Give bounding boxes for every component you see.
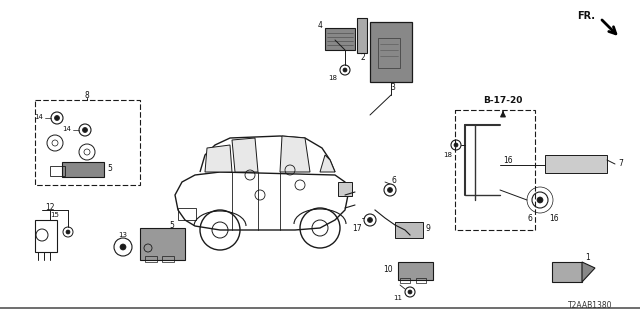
Bar — [145, 256, 157, 262]
Text: 3: 3 — [390, 83, 396, 92]
Bar — [398, 262, 433, 280]
Text: 5: 5 — [107, 164, 112, 172]
Bar — [552, 262, 582, 282]
Bar — [162, 256, 174, 262]
Polygon shape — [205, 145, 232, 172]
Bar — [416, 278, 426, 283]
Circle shape — [83, 127, 88, 132]
Text: 15: 15 — [50, 212, 59, 218]
Text: 12: 12 — [45, 203, 55, 212]
Bar — [35, 220, 57, 252]
Bar — [62, 162, 104, 177]
Text: B-17-20: B-17-20 — [483, 95, 523, 105]
Circle shape — [537, 197, 543, 203]
Polygon shape — [320, 155, 335, 172]
Text: 1: 1 — [586, 253, 590, 262]
Text: 17: 17 — [352, 223, 362, 233]
Bar — [35, 100, 140, 185]
Text: 7: 7 — [618, 158, 623, 167]
Bar — [400, 278, 410, 283]
Bar — [140, 228, 185, 260]
Text: 10: 10 — [383, 266, 393, 275]
Text: 18: 18 — [444, 152, 452, 158]
Polygon shape — [232, 138, 258, 172]
Text: 14: 14 — [34, 114, 43, 120]
Text: 14: 14 — [62, 126, 71, 132]
Circle shape — [66, 230, 70, 234]
Text: 9: 9 — [425, 223, 430, 233]
Text: 2: 2 — [360, 52, 365, 61]
Bar — [178, 208, 196, 220]
Bar — [338, 182, 352, 196]
Polygon shape — [582, 262, 595, 282]
Text: 5: 5 — [170, 220, 175, 229]
Bar — [357, 18, 367, 53]
Circle shape — [408, 290, 412, 294]
Text: 4: 4 — [318, 20, 323, 29]
Circle shape — [54, 116, 60, 121]
Circle shape — [367, 218, 372, 222]
Text: FR.: FR. — [577, 11, 595, 21]
Text: 16: 16 — [503, 156, 513, 164]
Bar — [395, 222, 423, 238]
Text: T2AAB1380: T2AAB1380 — [568, 300, 612, 309]
Text: 6: 6 — [392, 175, 397, 185]
Text: 6: 6 — [527, 213, 532, 222]
Circle shape — [343, 68, 347, 72]
Circle shape — [387, 188, 392, 193]
Text: 18: 18 — [328, 75, 337, 81]
Text: 13: 13 — [118, 232, 127, 238]
Bar — [370, 22, 412, 82]
Bar — [545, 155, 607, 173]
Text: 16: 16 — [549, 213, 559, 222]
Text: 11: 11 — [394, 295, 403, 301]
Bar — [325, 28, 355, 50]
Text: 8: 8 — [84, 91, 90, 100]
Bar — [50, 166, 65, 176]
Polygon shape — [280, 136, 310, 172]
Bar — [378, 38, 400, 68]
Circle shape — [120, 244, 126, 250]
Bar — [455, 110, 535, 230]
Circle shape — [454, 143, 458, 147]
